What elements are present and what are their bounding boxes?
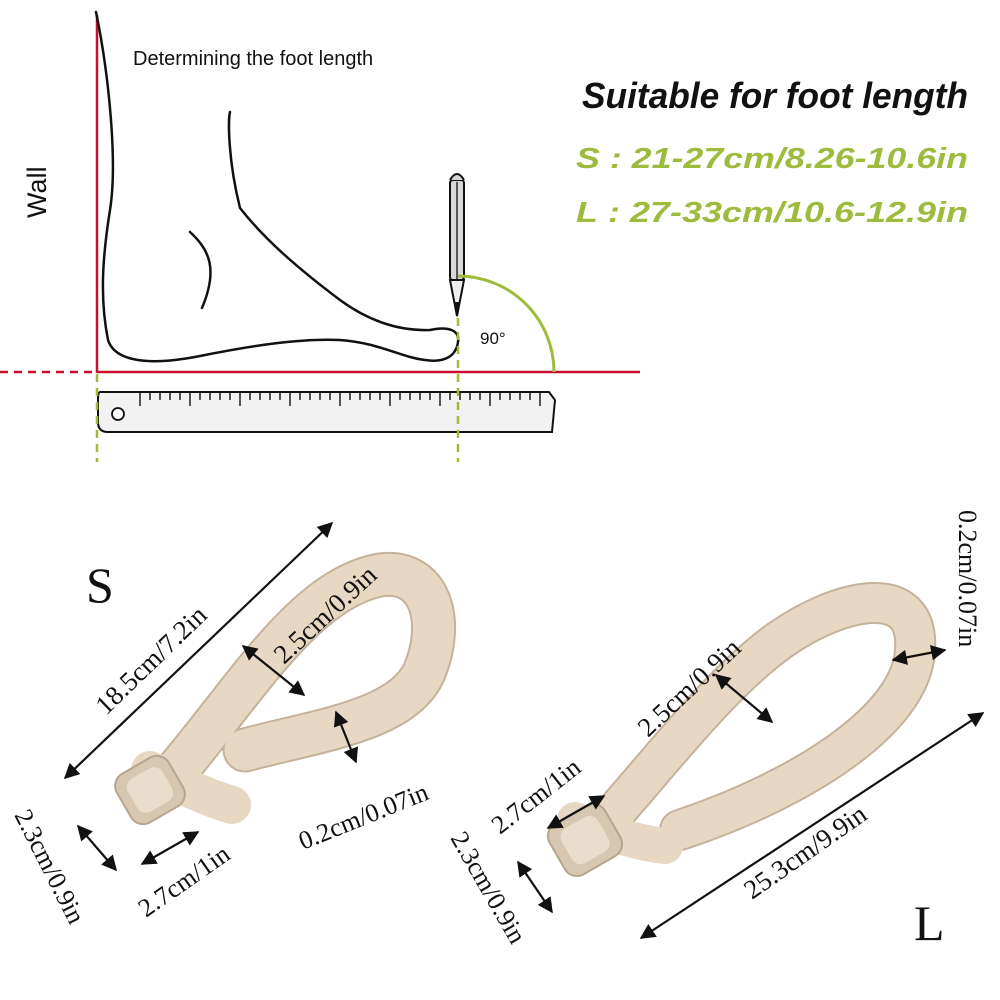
strap-l-size-letter: L: [914, 895, 945, 951]
foot-outline-icon: [94, 10, 460, 363]
strap-l-band-width-arrow: [714, 674, 774, 723]
wall-label: Wall: [22, 167, 52, 219]
strap-s-ring-width-arrow: [140, 831, 200, 865]
strap-l-thickness-arrow: [891, 645, 947, 665]
pencil-icon: [448, 173, 466, 317]
strap-s-length-label: 18.5cm/7.2in: [89, 599, 213, 720]
right-angle-arc: [457, 274, 556, 373]
strap-l-illustration: L 25.3cm/9.9in 2.5cm/0.9in 0.2cm/0.07in …: [445, 510, 985, 951]
size-s-range: S : 21-27cm/8.26-10.6in: [576, 143, 968, 175]
strap-s-size-letter: S: [86, 557, 114, 613]
ruler-icon: [97, 391, 557, 433]
measurement-heading: Determining the foot length: [133, 48, 373, 70]
strap-l-ring-height-label: 2.3cm/0.9in: [445, 827, 532, 949]
strap-s-ring-height-arrow: [76, 824, 118, 872]
strap-s-ring-width-label: 2.7cm/1in: [133, 839, 235, 923]
strap-l-ring-height-arrow: [517, 860, 553, 914]
angle-label: 90°: [480, 329, 506, 348]
strap-s-band-width-arrow: [241, 645, 306, 696]
ankle-line: [188, 230, 212, 310]
suitable-title: Suitable for foot length: [582, 75, 968, 116]
strap-l-ring-width-arrow: [546, 795, 606, 829]
strap-s-ring-height-label: 2.3cm/0.9in: [9, 805, 91, 929]
strap-l-thickness-label: 0.2cm/0.07in: [953, 510, 982, 647]
strap-s-band: [139, 553, 455, 811]
ruler-ticks: [139, 392, 541, 406]
strap-s-thickness-label: 0.2cm/0.07in: [294, 777, 432, 855]
foot-measurement-illustration: 90° Determining the foot length Wall: [0, 10, 640, 462]
strap-s-length-arrow: [63, 521, 334, 780]
strap-s-thickness-arrow: [333, 710, 359, 764]
size-guide: Suitable for foot length S : 21-27cm/8.2…: [576, 75, 968, 229]
size-l-range: L : 27-33cm/10.6-12.9in: [576, 197, 968, 229]
strap-l-length-arrow: [639, 712, 985, 939]
strap-s-illustration: S 18.5cm/7.2in 2.5cm/0.9in 0.2cm/0.07in …: [9, 521, 457, 929]
